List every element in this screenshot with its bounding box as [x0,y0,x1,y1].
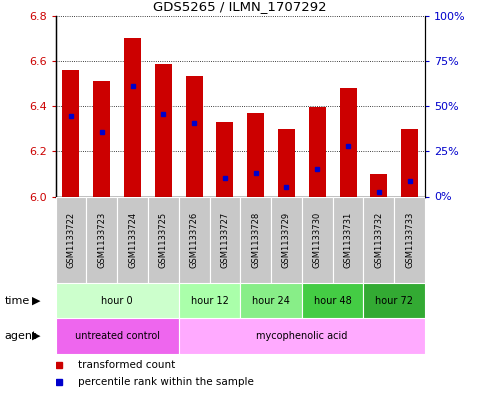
Bar [210,196,240,283]
Text: GSM1133729: GSM1133729 [282,212,291,268]
Text: hour 72: hour 72 [375,296,413,306]
Text: GSM1133723: GSM1133723 [97,211,106,268]
Text: time: time [5,296,30,306]
Bar [271,196,302,283]
Text: GSM1133722: GSM1133722 [67,212,75,268]
Bar [364,196,394,283]
Bar [278,129,295,196]
Bar [302,196,333,283]
Bar [302,283,364,318]
Text: GSM1133724: GSM1133724 [128,212,137,268]
Text: hour 12: hour 12 [191,296,228,306]
Title: GDS5265 / ILMN_1707292: GDS5265 / ILMN_1707292 [154,0,327,13]
Bar [216,122,233,196]
Bar [56,318,179,354]
Bar [148,196,179,283]
Bar [86,196,117,283]
Text: GSM1133733: GSM1133733 [405,211,414,268]
Text: GSM1133725: GSM1133725 [159,212,168,268]
Text: mycophenolic acid: mycophenolic acid [256,331,348,341]
Text: GSM1133731: GSM1133731 [343,211,353,268]
Bar [401,129,418,196]
Bar [93,81,110,196]
Bar [117,196,148,283]
Bar [56,196,86,283]
Bar [247,113,264,196]
Bar [370,174,387,196]
Text: transformed count: transformed count [78,360,175,370]
Bar [155,64,172,196]
Bar [364,283,425,318]
Bar [179,318,425,354]
Bar [179,283,240,318]
Bar [179,196,210,283]
Text: GSM1133727: GSM1133727 [220,211,229,268]
Bar [185,75,202,196]
Bar [394,196,425,283]
Text: untreated control: untreated control [75,331,159,341]
Bar [340,88,356,196]
Text: GSM1133728: GSM1133728 [251,211,260,268]
Text: GSM1133730: GSM1133730 [313,211,322,268]
Bar [62,70,79,196]
Bar [240,196,271,283]
Bar [56,283,179,318]
Bar [333,196,364,283]
Bar [124,39,141,197]
Text: hour 0: hour 0 [101,296,133,306]
Bar [309,107,326,196]
Text: percentile rank within the sample: percentile rank within the sample [78,377,254,387]
Text: GSM1133726: GSM1133726 [190,211,199,268]
Text: ▶: ▶ [32,331,41,341]
Text: hour 48: hour 48 [314,296,352,306]
Text: ▶: ▶ [32,296,41,306]
Text: agent: agent [5,331,37,341]
Bar [241,283,302,318]
Text: hour 24: hour 24 [252,296,290,306]
Text: GSM1133732: GSM1133732 [374,211,384,268]
